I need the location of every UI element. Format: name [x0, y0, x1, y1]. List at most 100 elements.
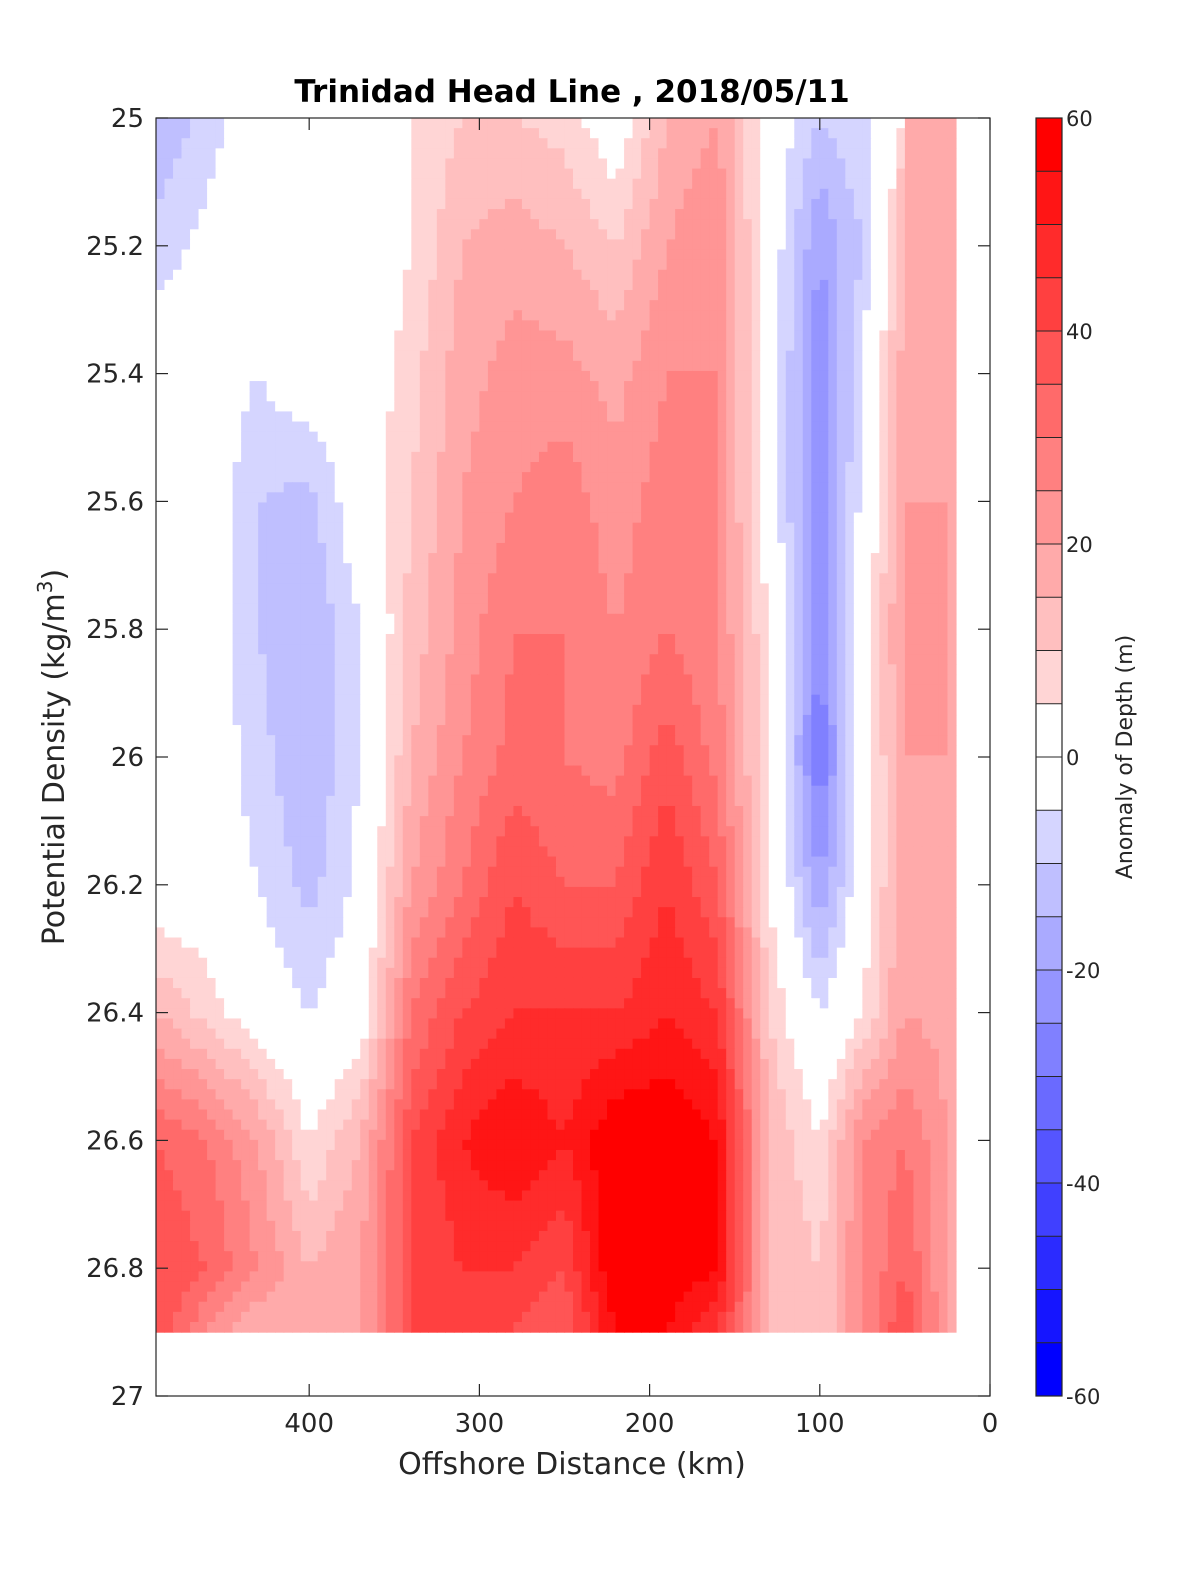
heatmap-cell — [649, 178, 659, 190]
heatmap-cell — [249, 239, 259, 251]
heatmap-cell — [573, 148, 583, 160]
heatmap-cell — [317, 300, 327, 311]
heatmap-cell — [819, 269, 829, 281]
heatmap-cell — [411, 441, 421, 453]
heatmap-cell — [879, 138, 889, 149]
heatmap-cell — [343, 300, 353, 311]
heatmap-cell — [785, 310, 795, 321]
heatmap-cell — [573, 239, 583, 251]
heatmap-cell — [198, 249, 208, 261]
heatmap-cell — [436, 219, 446, 230]
heatmap-cell — [513, 330, 523, 342]
heatmap-cell — [504, 168, 515, 180]
heatmap-cell — [641, 269, 651, 281]
heatmap-cell — [232, 330, 242, 342]
heatmap-cell — [470, 209, 480, 220]
heatmap-cell — [173, 472, 183, 483]
heatmap-cell — [198, 330, 208, 342]
heatmap-cell — [445, 330, 455, 342]
heatmap-cell — [351, 431, 361, 443]
heatmap-cell — [360, 219, 370, 230]
heatmap-cell — [794, 148, 804, 160]
heatmap-cell — [649, 522, 659, 534]
heatmap-cell — [232, 168, 242, 180]
heatmap-cell — [717, 532, 727, 544]
heatmap-cell — [368, 269, 378, 281]
heatmap-cell — [445, 198, 455, 210]
heatmap-cell — [504, 330, 515, 342]
heatmap-cell — [207, 300, 217, 311]
heatmap-cell — [811, 229, 821, 241]
heatmap-cell — [666, 421, 676, 433]
heatmap-cell — [777, 431, 787, 443]
heatmap-cell — [496, 229, 506, 241]
heatmap-cell — [666, 178, 676, 190]
heatmap-cell — [607, 370, 617, 382]
heatmap-cell — [249, 431, 259, 443]
heatmap-cell — [760, 462, 770, 473]
heatmap-cell — [436, 633, 446, 645]
heatmap-cell — [615, 553, 625, 564]
heatmap-cell — [675, 633, 685, 645]
heatmap-cell — [921, 573, 932, 585]
heatmap-cell — [947, 330, 957, 342]
heatmap-cell — [309, 512, 319, 524]
heatmap-cell — [504, 573, 515, 585]
heatmap-cell — [573, 128, 583, 139]
heatmap-cell — [368, 512, 378, 524]
heatmap-cell — [436, 462, 446, 473]
heatmap-cell — [164, 138, 174, 149]
heatmap-cell — [266, 350, 276, 362]
heatmap-cell — [419, 138, 429, 149]
heatmap-cell — [853, 239, 863, 251]
heatmap-cell — [232, 269, 242, 281]
heatmap-cell — [462, 431, 472, 443]
heatmap-cell — [198, 644, 208, 655]
heatmap-cell — [632, 148, 642, 160]
heatmap-cell — [309, 178, 319, 190]
heatmap-cell — [224, 654, 234, 665]
heatmap-cell — [666, 512, 676, 524]
heatmap-cell — [683, 391, 693, 402]
heatmap-cell — [564, 198, 574, 210]
heatmap-cell — [930, 290, 940, 301]
heatmap-cell — [692, 209, 702, 220]
heatmap-cell — [615, 340, 625, 352]
heatmap-cell — [836, 118, 846, 129]
heatmap-cell — [547, 492, 557, 504]
heatmap-cell — [794, 391, 804, 402]
heatmap-cell — [819, 411, 829, 423]
heatmap-cell — [334, 492, 344, 504]
heatmap-cell — [538, 411, 549, 423]
heatmap-cell — [292, 178, 302, 190]
heatmap-cell — [675, 350, 685, 362]
heatmap-cell — [334, 279, 344, 291]
heatmap-cell — [462, 360, 472, 372]
heatmap-cell — [930, 239, 940, 251]
heatmap-cell — [156, 360, 166, 372]
heatmap-cell — [521, 219, 532, 230]
heatmap-cell — [190, 340, 200, 352]
heatmap-cell — [887, 219, 897, 230]
heatmap-cell — [402, 502, 412, 514]
heatmap-cell — [419, 583, 429, 595]
heatmap-cell — [300, 381, 310, 392]
heatmap-cell — [794, 360, 804, 372]
heatmap-cell — [853, 512, 863, 524]
heatmap-cell — [930, 269, 940, 281]
heatmap-cell — [555, 168, 566, 180]
heatmap-cell — [726, 492, 736, 504]
heatmap-cell — [666, 229, 676, 241]
heatmap-cell — [462, 209, 472, 220]
heatmap-cell — [479, 330, 489, 342]
heatmap-cell — [904, 381, 915, 392]
heatmap-cell — [181, 198, 191, 210]
heatmap-cell — [215, 542, 225, 554]
heatmap-cell — [326, 138, 336, 149]
heatmap-cell — [760, 613, 770, 625]
heatmap-cell — [734, 168, 744, 180]
heatmap-cell — [785, 441, 795, 453]
heatmap-cell — [760, 553, 770, 564]
heatmap-cell — [641, 542, 651, 554]
heatmap-cell — [360, 168, 370, 180]
